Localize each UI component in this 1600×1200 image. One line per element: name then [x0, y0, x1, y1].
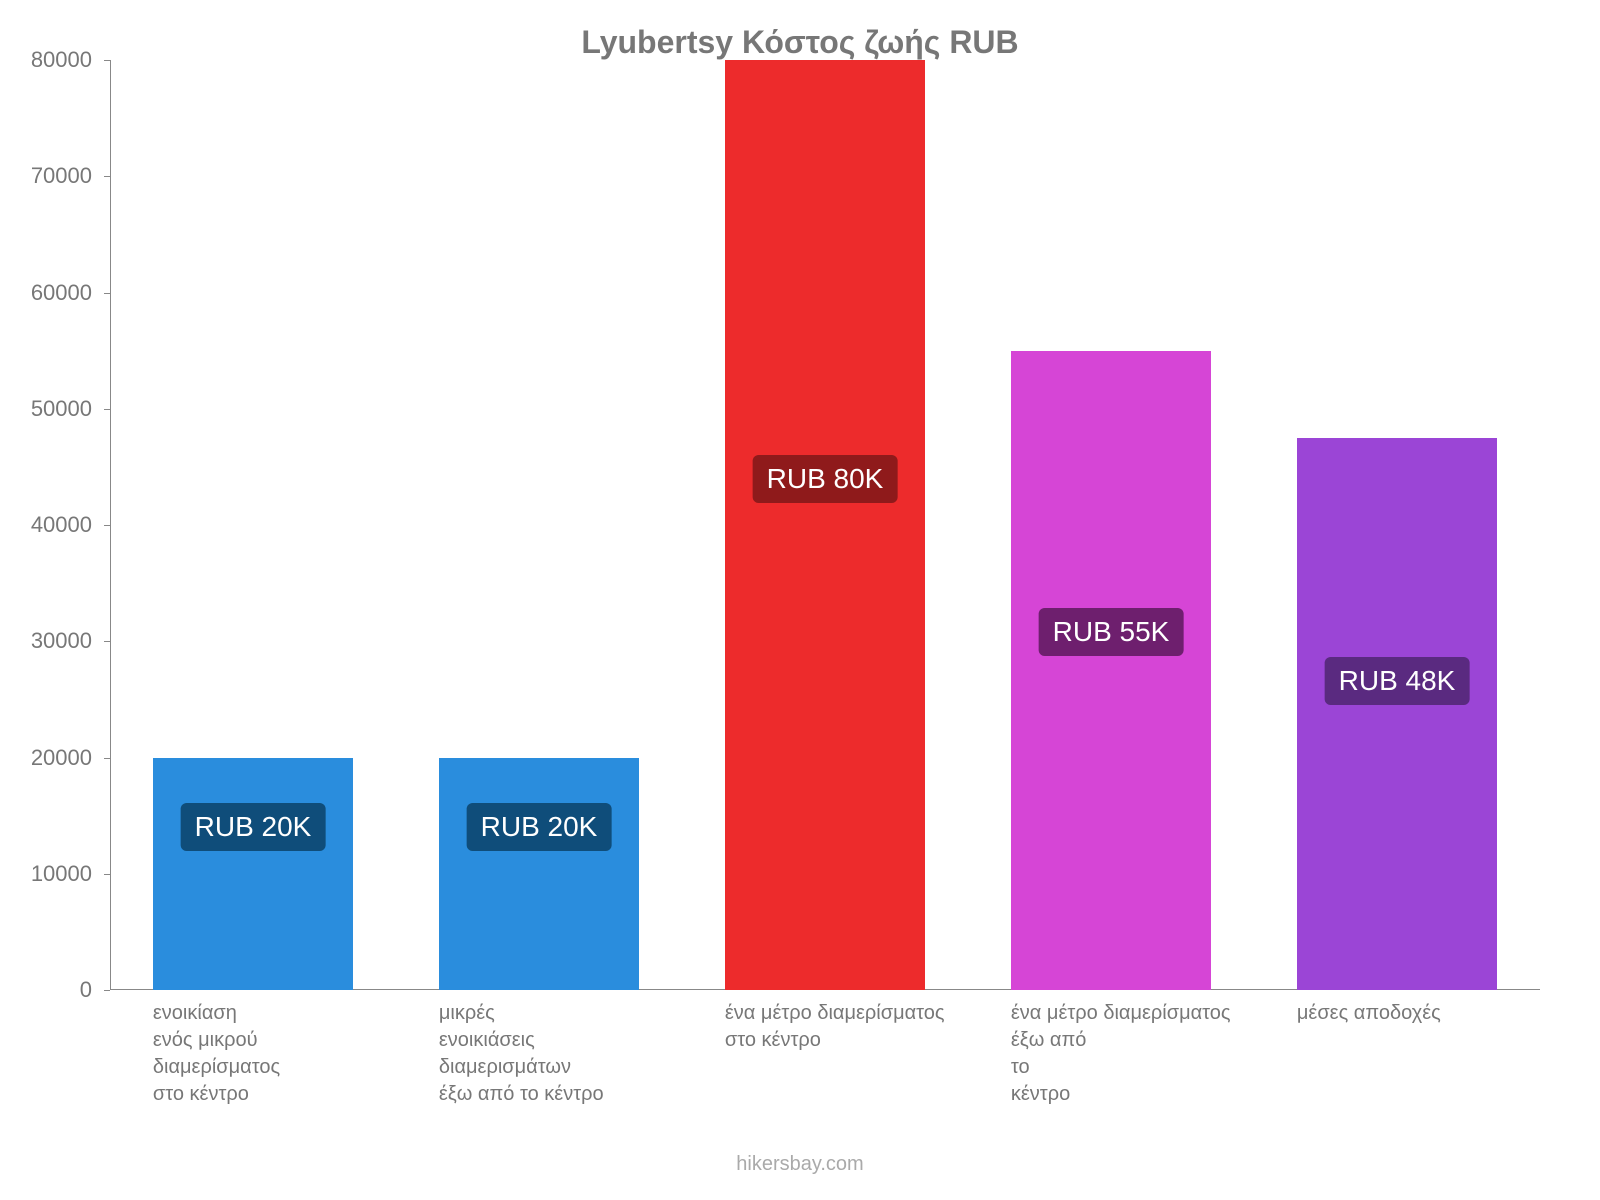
bar [439, 758, 639, 991]
y-tick-mark [104, 641, 110, 642]
y-tick-mark [104, 60, 110, 61]
y-tick-label: 50000 [0, 396, 92, 422]
y-tick-label: 70000 [0, 163, 92, 189]
bar-value-label: RUB 55K [1039, 608, 1184, 656]
y-tick-mark [104, 293, 110, 294]
y-tick-mark [104, 990, 110, 991]
chart-title: Lyubertsy Κόστος ζωής RUB [0, 24, 1600, 61]
bar-value-label: RUB 20K [181, 803, 326, 851]
x-category-label: ένα μέτρο διαμερίσματοςστο κέντρο [725, 1000, 945, 1054]
y-tick-mark [104, 525, 110, 526]
y-tick-label: 20000 [0, 745, 92, 771]
x-category-label: ενοικίασηενός μικρούδιαμερίσματοςστο κέν… [153, 1000, 280, 1108]
y-tick-mark [104, 758, 110, 759]
bar [725, 60, 925, 990]
bar-value-label: RUB 20K [467, 803, 612, 851]
y-tick-mark [104, 409, 110, 410]
y-tick-label: 80000 [0, 47, 92, 73]
attribution-text: hikersbay.com [0, 1153, 1600, 1176]
y-tick-label: 30000 [0, 628, 92, 654]
cost-of-living-chart: Lyubertsy Κόστος ζωής RUB RUB 20KRUB 20K… [0, 0, 1600, 1200]
y-tick-label: 60000 [0, 280, 92, 306]
plot-area: RUB 20K RUB 20K RUB 80K RUB 55K RUB 48K [110, 60, 1540, 990]
bar [153, 758, 353, 991]
y-tick-label: 40000 [0, 512, 92, 538]
y-axis-line [110, 60, 111, 990]
bar-value-label: RUB 48K [1325, 657, 1470, 705]
x-category-label: ένα μέτρο διαμερίσματοςέξω απότοκέντρο [1011, 1000, 1231, 1108]
bar-value-label: RUB 80K [753, 455, 898, 503]
y-tick-label: 0 [0, 977, 92, 1003]
y-tick-mark [104, 874, 110, 875]
y-tick-mark [104, 176, 110, 177]
x-category-label: μέσες αποδοχές [1297, 1000, 1441, 1027]
x-category-label: μικρέςενοικιάσειςδιαμερισμάτωνέξω από το… [439, 1000, 604, 1108]
bar [1297, 438, 1497, 990]
bar [1011, 351, 1211, 990]
y-tick-label: 10000 [0, 861, 92, 887]
